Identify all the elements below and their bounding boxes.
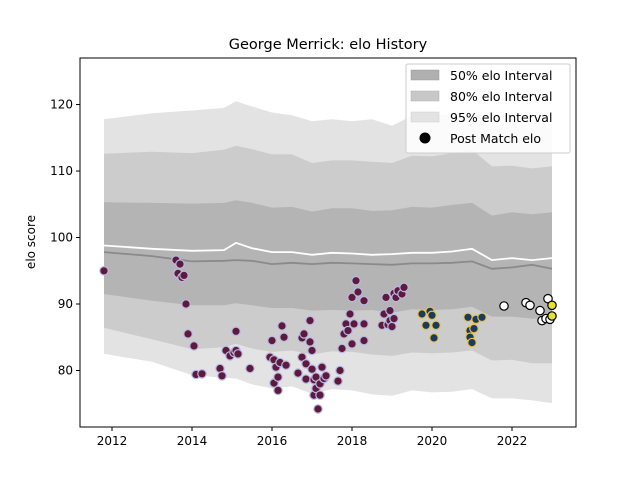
data-point <box>233 349 243 359</box>
data-point <box>321 370 331 381</box>
data-point <box>277 321 287 331</box>
data-point <box>427 310 437 321</box>
data-point <box>313 404 323 414</box>
data-point <box>301 374 311 384</box>
data-point <box>463 312 473 323</box>
data-point <box>301 358 311 369</box>
legend-label-post-match: Post Match elo <box>450 131 541 146</box>
data-point <box>351 275 361 286</box>
data-point <box>353 287 363 297</box>
data-point <box>547 311 557 321</box>
legend-label-95: 95% elo Interval <box>450 110 552 125</box>
x-tick-label: 2020 <box>417 434 448 448</box>
data-point <box>299 329 309 339</box>
data-point <box>217 370 227 381</box>
data-point <box>99 265 109 276</box>
x-tick-label: 2018 <box>337 434 368 448</box>
data-point <box>429 333 439 343</box>
plot-frame <box>79 57 577 428</box>
y-tick-label: 100 <box>50 231 73 245</box>
legend: 50% elo Interval 80% elo Interval 95% el… <box>405 63 571 154</box>
data-point <box>431 320 441 331</box>
data-point <box>307 345 317 356</box>
y-tick-label: 80 <box>58 363 73 377</box>
band-50 <box>104 200 552 319</box>
mean-line <box>103 241 553 262</box>
series-1 <box>417 306 487 348</box>
data-point <box>467 337 477 348</box>
y-axis: 80 90 100 110 120 <box>50 98 80 377</box>
series-3 <box>547 300 557 321</box>
data-point <box>399 282 409 293</box>
data-point <box>273 372 283 382</box>
data-point <box>381 292 391 303</box>
data-point <box>525 300 535 311</box>
legend-swatch-50 <box>410 69 440 81</box>
data-point <box>417 309 427 319</box>
data-point <box>387 321 397 332</box>
data-point <box>535 305 545 316</box>
data-point <box>421 320 431 331</box>
data-point <box>315 390 325 400</box>
x-axis: 2012 2014 2016 2018 2020 2022 <box>97 427 528 448</box>
y-tick-label: 110 <box>50 164 73 178</box>
data-point <box>337 343 347 354</box>
data-point <box>307 364 317 374</box>
data-point <box>359 319 369 329</box>
data-point <box>349 319 359 329</box>
data-point <box>267 335 277 346</box>
x-tick-label: 2016 <box>257 434 288 448</box>
data-point <box>385 305 395 316</box>
y-axis-label: elo score <box>24 215 38 269</box>
data-point <box>345 309 355 319</box>
data-point <box>305 337 315 347</box>
legend-box <box>405 63 571 154</box>
data-point <box>231 326 241 337</box>
data-point <box>347 292 357 303</box>
data-point <box>273 385 283 396</box>
median-line <box>103 251 553 270</box>
data-point <box>343 325 353 336</box>
legend-label-50: 50% elo Interval <box>450 68 552 83</box>
data-point <box>245 363 255 374</box>
plot-area <box>99 101 557 414</box>
data-point <box>347 339 357 349</box>
x-tick-label: 2022 <box>497 434 528 448</box>
data-point <box>175 259 185 269</box>
data-point <box>359 295 369 306</box>
x-tick-label: 2012 <box>97 434 128 448</box>
chart-title: George Merrick: elo History <box>229 37 428 53</box>
data-point <box>359 335 369 346</box>
legend-swatch-80 <box>410 90 440 102</box>
data-point <box>335 365 345 376</box>
legend-label-80: 80% elo Interval <box>450 89 552 104</box>
series-0 <box>99 255 409 414</box>
legend-marker-post-match <box>419 132 431 144</box>
data-point <box>183 329 193 339</box>
data-point <box>281 360 291 370</box>
x-tick-label: 2014 <box>177 434 208 448</box>
data-point <box>305 315 315 326</box>
data-point <box>317 362 327 372</box>
data-point <box>389 313 399 324</box>
data-point <box>499 301 509 311</box>
data-point <box>197 368 207 379</box>
legend-swatch-95 <box>410 111 440 123</box>
y-tick-label: 120 <box>50 98 73 112</box>
data-point <box>293 368 303 378</box>
data-point <box>279 332 289 342</box>
data-point <box>333 376 343 386</box>
data-point <box>189 341 199 351</box>
data-point <box>179 270 189 281</box>
data-point <box>469 323 479 334</box>
data-point <box>477 312 487 323</box>
data-point <box>547 300 557 311</box>
y-tick-label: 90 <box>58 297 73 311</box>
data-point <box>181 299 191 309</box>
